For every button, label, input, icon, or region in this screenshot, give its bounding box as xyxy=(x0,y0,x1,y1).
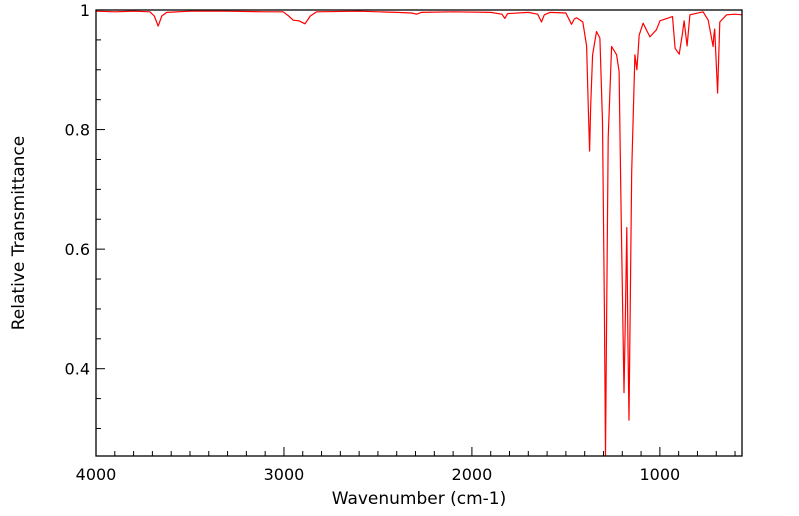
y-tick-label: 0.6 xyxy=(65,240,90,259)
x-tick-label: 3000 xyxy=(264,465,305,484)
y-axis-title: Relative Transmittance xyxy=(9,136,29,331)
x-tick-labels: 4000 3000 2000 1000 xyxy=(76,465,681,484)
y-tick-labels: 1 0.8 0.6 0.4 xyxy=(65,1,90,379)
y-tick-label: 0.8 xyxy=(65,121,90,140)
spectrum-line xyxy=(95,10,743,457)
x-axis-title: Wavenumber (cm-1) xyxy=(332,489,507,509)
y-tick-label: 1 xyxy=(80,1,90,20)
axis-ticks xyxy=(95,9,736,456)
x-tick-label: 2000 xyxy=(452,465,493,484)
x-tick-label: 4000 xyxy=(76,465,117,484)
x-tick-label: 1000 xyxy=(640,465,681,484)
plot-frame xyxy=(95,9,743,457)
y-tick-label: 0.4 xyxy=(65,360,90,379)
